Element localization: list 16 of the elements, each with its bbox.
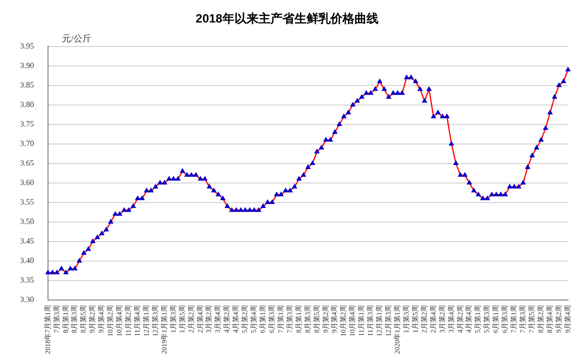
- y-tick-label: 3.55: [20, 198, 34, 207]
- y-tick-label: 3.60: [20, 178, 34, 188]
- y-tick-label: 3.80: [20, 100, 34, 110]
- y-tick-label: 3.70: [20, 139, 34, 148]
- y-tick-label: 3.65: [20, 158, 34, 168]
- y-tick-label: 3.90: [20, 61, 34, 70]
- y-tick-label: 3.85: [20, 80, 34, 90]
- y-tick-label: 3.35: [20, 276, 34, 285]
- y-tick-label: 3.40: [20, 256, 34, 266]
- y-tick-label: 3.95: [20, 41, 34, 50]
- y-tick-label: 3.45: [20, 236, 34, 246]
- y-axis-title: 元/公斤: [62, 33, 92, 44]
- y-tick-label: 3.30: [20, 295, 34, 304]
- chart-title: 2018年以来主产省生鲜乳价格曲线: [196, 12, 378, 26]
- y-tick-label: 3.50: [20, 217, 34, 226]
- y-tick-label: 3.75: [20, 120, 34, 129]
